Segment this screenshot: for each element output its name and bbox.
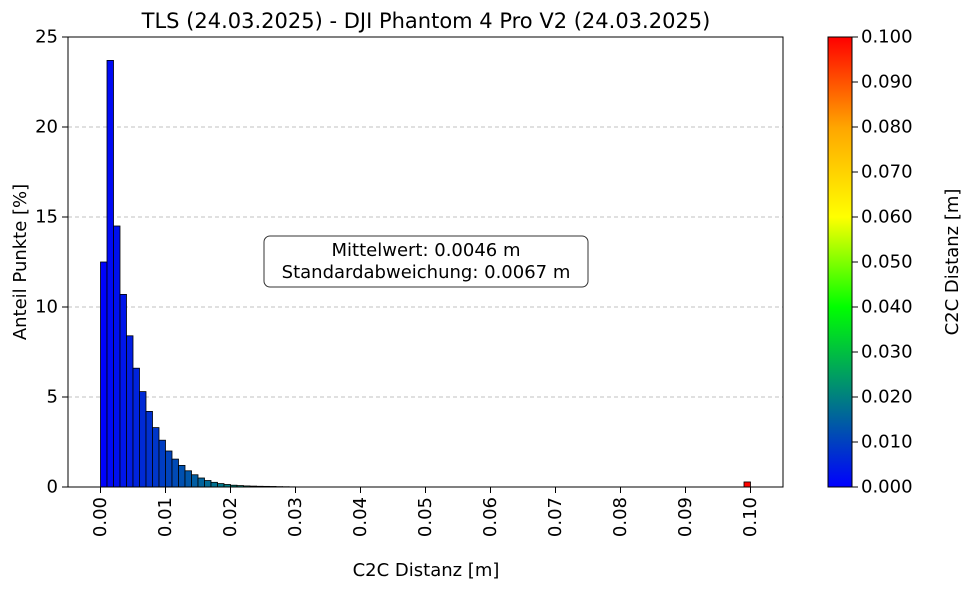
colorbar-tick-label: 0.070	[861, 162, 913, 183]
std-label: Standardabweichung: 0.0067 m	[282, 262, 571, 283]
y-tick-label: 15	[35, 207, 58, 228]
x-tick-label: 0.06	[480, 497, 501, 537]
histogram-bar	[132, 367, 140, 488]
y-axis-ticks: 0 5 10 15 20 25	[35, 27, 68, 498]
x-tick-label: 0.02	[220, 497, 241, 537]
histogram-bar	[158, 439, 166, 488]
x-tick-label: 0.09	[675, 497, 696, 537]
colorbar-ticks: 0.000 0.010 0.020 0.030 0.040 0.050 0.060 0.070…	[852, 27, 913, 498]
colorbar-tick-label: 0.010	[861, 432, 913, 453]
y-tick-label: 5	[47, 387, 58, 408]
histogram-bar	[126, 335, 134, 488]
histogram-bar	[152, 427, 160, 488]
x-axis-label: C2C Distanz [m]	[353, 560, 500, 581]
chart-title: TLS (24.03.2025) - DJI Phantom 4 Pro V2 …	[141, 9, 711, 33]
x-axis-ticks: 0.00 0.01 0.02 0.03 0.04 0.05 0.06 0.07 0.08 0.09…	[90, 487, 761, 537]
x-tick-label: 0.05	[415, 497, 436, 537]
stats-box	[263, 235, 589, 288]
x-tick-label: 0.00	[90, 497, 111, 537]
y-tick-label: 10	[35, 297, 58, 318]
histogram-bar	[178, 464, 186, 488]
x-tick-label: 0.03	[285, 497, 306, 537]
histogram-bar	[217, 483, 225, 488]
colorbar-tick-label: 0.030	[861, 342, 913, 363]
histogram-bar	[165, 450, 173, 488]
colorbar-tick-label: 0.000	[861, 477, 913, 498]
mean-label: Mittelwert: 0.0046 m	[332, 240, 521, 261]
x-tick-label: 0.10	[740, 497, 761, 537]
y-tick-label: 0	[47, 477, 58, 498]
colorbar-tick-label: 0.080	[861, 117, 913, 138]
colorbar-tick-label: 0.100	[861, 27, 913, 48]
colorbar-tick-label: 0.040	[861, 297, 913, 318]
histogram-bar	[197, 477, 205, 488]
histogram-bar	[210, 481, 218, 488]
colorbar-tick-label: 0.020	[861, 387, 913, 408]
y-tick-label: 25	[35, 27, 58, 48]
histogram-bar	[191, 474, 199, 488]
colorbar-tick-label: 0.060	[861, 207, 913, 228]
grid-lines	[68, 126, 783, 398]
x-tick-label: 0.04	[350, 497, 371, 537]
histogram-bar	[113, 225, 121, 488]
y-axis-label: Anteil Punkte [%]	[10, 184, 31, 340]
x-tick-label: 0.08	[610, 497, 631, 537]
histogram-bar	[184, 470, 192, 488]
colorbar: 0.000 0.010 0.020 0.030 0.040 0.050 0.060 0.070…	[827, 27, 963, 498]
y-tick-label: 20	[35, 117, 58, 138]
histogram-bar-outlier	[743, 481, 751, 488]
histogram-bar	[100, 261, 108, 488]
colorbar-gradient	[827, 36, 853, 488]
colorbar-label: C2C Distanz [m]	[942, 189, 963, 336]
x-tick-label: 0.07	[545, 497, 566, 537]
histogram-bar	[139, 391, 147, 488]
histogram-bar	[106, 60, 114, 488]
colorbar-tick-label: 0.090	[861, 72, 913, 93]
colorbar-tick-label: 0.050	[861, 252, 913, 273]
x-tick-label: 0.01	[155, 497, 176, 537]
stats-annotation: Mittelwert: 0.0046 m Standardabweichung:…	[263, 235, 589, 288]
histogram-bar	[171, 458, 179, 488]
histogram-bar	[145, 410, 153, 488]
histogram-bar	[204, 480, 212, 488]
histogram-bar	[119, 293, 127, 488]
